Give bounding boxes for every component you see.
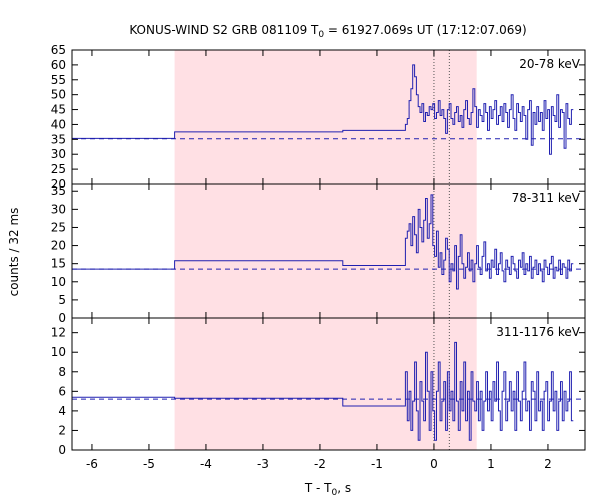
band-label-panel-2: 78-311 keV xyxy=(512,191,581,205)
light-curve-panel-2 xyxy=(72,194,574,290)
y-tick-label-panel-3: 0 xyxy=(58,443,66,457)
y-tick-label-panel-3: 6 xyxy=(58,384,66,398)
y-tick-label-panel-2: 35 xyxy=(51,184,66,198)
light-curve-panel-3 xyxy=(72,341,574,441)
y-tick-label-panel-2: 0 xyxy=(58,311,66,325)
y-tick-label-panel-3: 8 xyxy=(58,365,66,379)
y-tick-label-panel-1: 30 xyxy=(51,147,66,161)
y-tick-label-panel-2: 30 xyxy=(51,202,66,216)
y-tick-label-panel-1: 50 xyxy=(51,88,66,102)
y-tick-label-panel-3: 10 xyxy=(51,345,66,359)
y-tick-label-panel-1: 55 xyxy=(51,73,66,87)
y-tick-label-panel-2: 15 xyxy=(51,257,66,271)
y-tick-label-panel-3: 12 xyxy=(51,326,66,340)
shaded-interval xyxy=(174,50,477,450)
y-tick-label-panel-1: 45 xyxy=(51,103,66,117)
chart-title: KONUS-WIND S2 GRB 081109 T0 = 61927.069s… xyxy=(129,23,526,40)
y-tick-label-panel-1: 60 xyxy=(51,58,66,72)
band-label-panel-1: 20-78 keV xyxy=(519,57,581,71)
x-tick-label: -1 xyxy=(371,457,383,471)
x-tick-label: -4 xyxy=(200,457,212,471)
y-tick-label-panel-1: 20 xyxy=(51,177,66,191)
x-tick-label: -3 xyxy=(257,457,269,471)
x-tick-label: -6 xyxy=(86,457,98,471)
x-tick-label: 1 xyxy=(487,457,495,471)
y-tick-label-panel-1: 65 xyxy=(51,43,66,57)
x-tick-label: 2 xyxy=(544,457,552,471)
y-tick-label-panel-3: 2 xyxy=(58,423,66,437)
light-curve-panel-1 xyxy=(72,64,574,155)
x-tick-label: -5 xyxy=(143,457,155,471)
y-tick-label-panel-1: 25 xyxy=(51,162,66,176)
panel-frame-3 xyxy=(71,317,586,451)
y-tick-label-panel-2: 10 xyxy=(51,275,66,289)
x-tick-label: -2 xyxy=(314,457,326,471)
x-tick-label: 0 xyxy=(430,457,438,471)
y-tick-label-panel-3: 4 xyxy=(58,404,66,418)
y-tick-label-panel-1: 40 xyxy=(51,117,66,131)
x-axis-label: T - T0, s xyxy=(304,481,351,498)
y-tick-label-panel-2: 5 xyxy=(58,293,66,307)
y-tick-label-panel-1: 35 xyxy=(51,132,66,146)
band-label-panel-3: 311-1176 keV xyxy=(496,325,580,339)
y-tick-label-panel-2: 25 xyxy=(51,220,66,234)
y-tick-label-panel-2: 20 xyxy=(51,239,66,253)
y-axis-label: counts / 32 ms xyxy=(7,208,21,297)
